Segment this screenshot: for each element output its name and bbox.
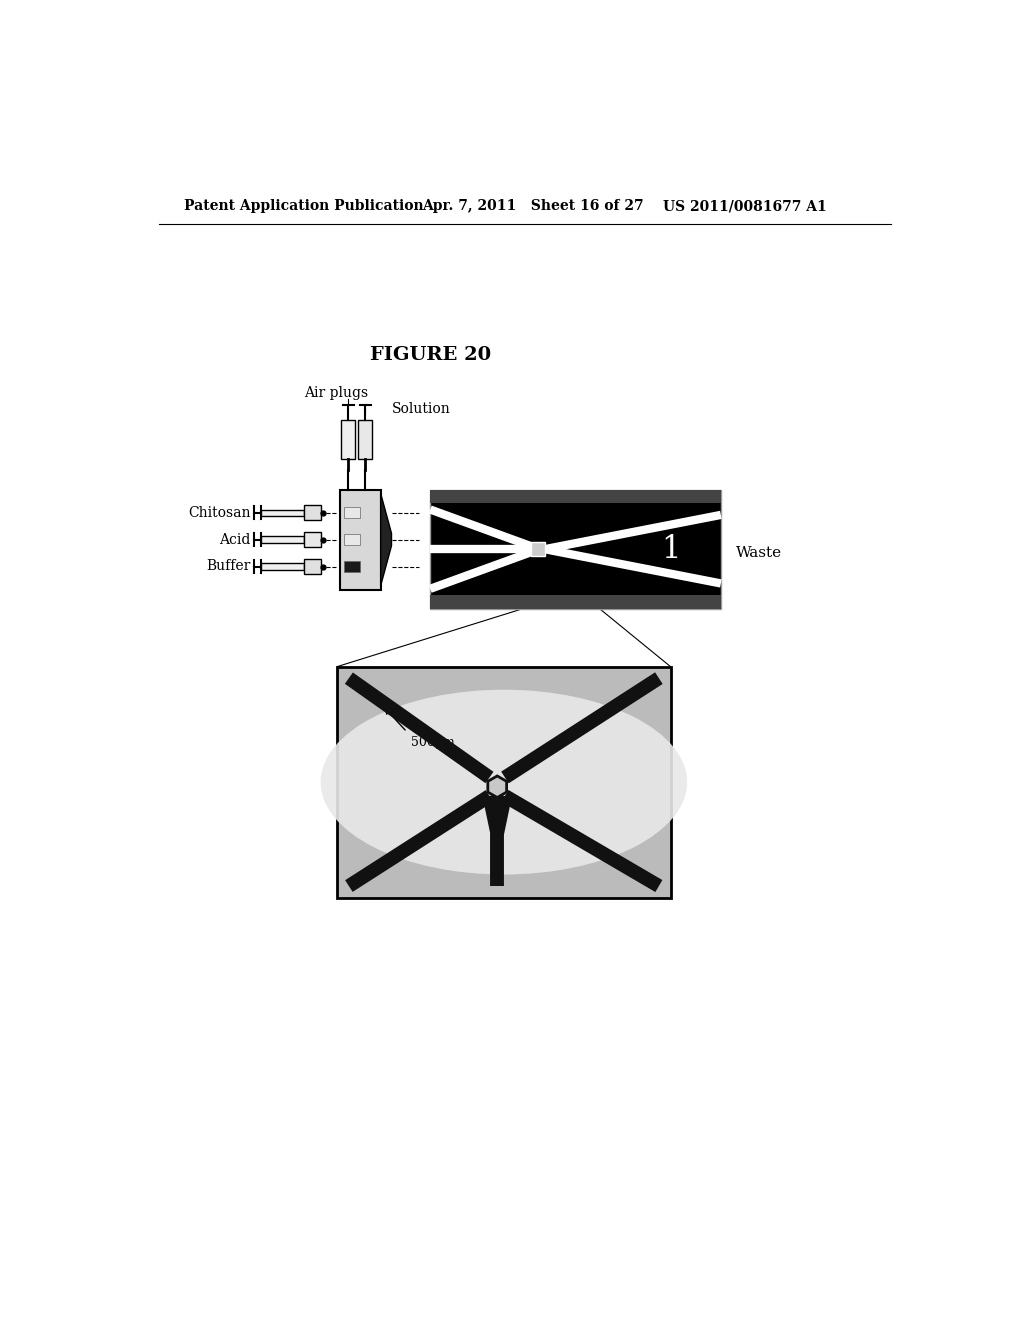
Text: 500μm: 500μm	[411, 737, 455, 748]
Ellipse shape	[321, 689, 687, 874]
Bar	[261, 564, 304, 570]
Text: US 2011/0081677 A1: US 2011/0081677 A1	[663, 199, 826, 213]
Bar	[358, 420, 372, 459]
Bar	[304, 558, 321, 574]
Bar	[341, 420, 355, 459]
Text: Chitosan: Chitosan	[188, 506, 251, 520]
Text: Solution: Solution	[392, 401, 451, 416]
Bar	[337, 667, 671, 898]
Bar	[430, 490, 721, 609]
Text: 1: 1	[662, 533, 681, 565]
Bar	[344, 507, 359, 517]
Text: Waste: Waste	[736, 546, 782, 560]
Text: Apr. 7, 2011   Sheet 16 of 27: Apr. 7, 2011 Sheet 16 of 27	[423, 199, 644, 213]
Bar	[430, 490, 721, 503]
Text: Buffer: Buffer	[206, 560, 251, 573]
Bar	[340, 490, 381, 590]
Text: Air plugs: Air plugs	[304, 387, 369, 400]
Text: Patent Application Publication: Patent Application Publication	[183, 199, 424, 213]
Polygon shape	[487, 776, 507, 797]
Bar	[344, 535, 359, 545]
Bar	[261, 536, 304, 543]
Bar	[430, 595, 721, 609]
Text: Acid: Acid	[219, 532, 251, 546]
Bar	[304, 506, 321, 520]
Polygon shape	[381, 494, 391, 586]
Bar	[304, 532, 321, 548]
Text: FIGURE 20: FIGURE 20	[370, 346, 490, 364]
Bar	[530, 543, 545, 556]
Bar	[344, 561, 359, 572]
Bar	[261, 510, 304, 516]
